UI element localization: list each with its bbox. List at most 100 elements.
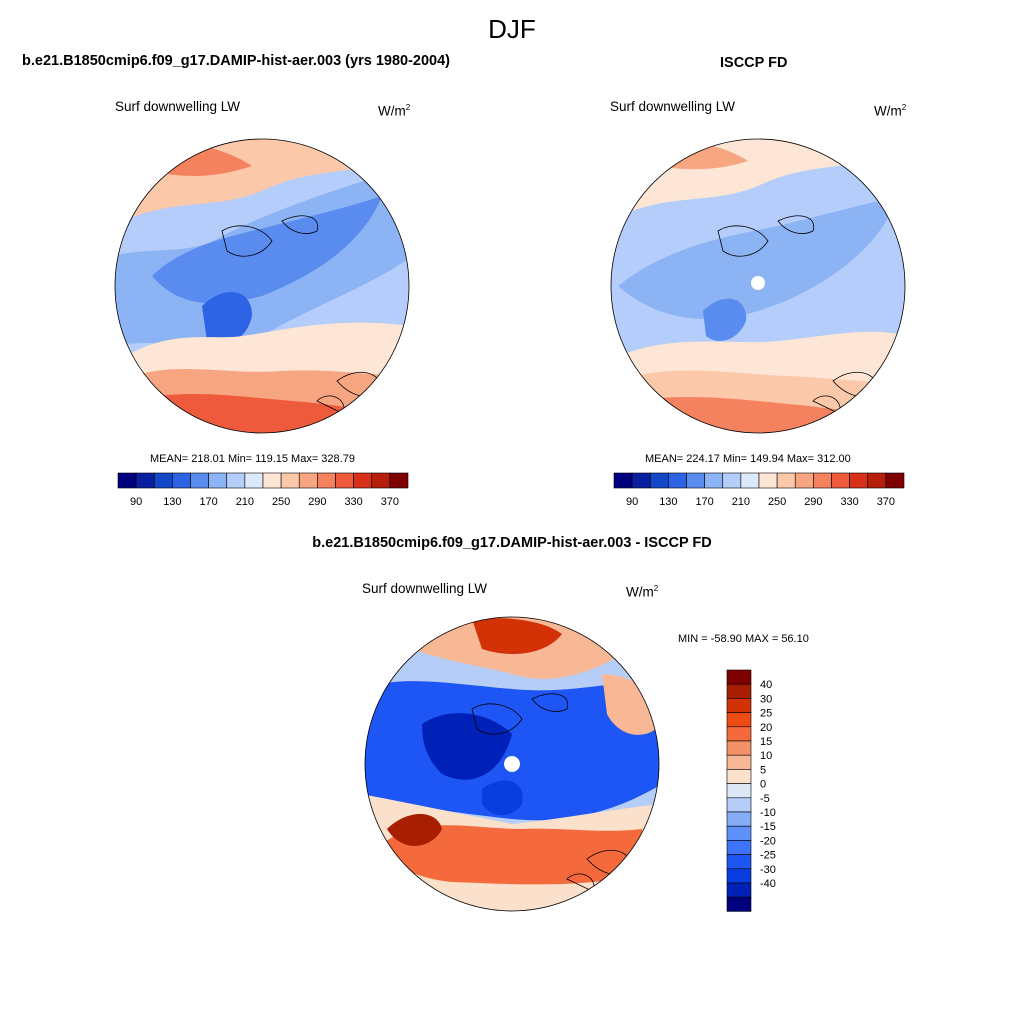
map2-greenland-field bbox=[703, 298, 747, 341]
colorbar-cell bbox=[208, 472, 228, 489]
colorbar-tick-label: 330 bbox=[840, 496, 858, 508]
bottom-panel-title: b.e21.B1850cmip6.f09_g17.DAMIP-hist-aer.… bbox=[312, 535, 712, 551]
colorbar-cell bbox=[726, 868, 752, 884]
colorbar-cell bbox=[726, 811, 752, 827]
colorbar-cell bbox=[885, 472, 905, 489]
colorbar-cell bbox=[726, 754, 752, 770]
panel1-stats: MEAN= 218.01 Min= 119.15 Max= 328.79 bbox=[150, 453, 355, 465]
top-left-panel-title: b.e21.B1850cmip6.f09_g17.DAMIP-hist-aer.… bbox=[22, 53, 450, 69]
map3-atlantic-warm-field bbox=[382, 825, 642, 885]
map-panel1 bbox=[114, 138, 410, 434]
colorbar-cell bbox=[298, 472, 318, 489]
colorbar-cell bbox=[244, 472, 264, 489]
map2-atlantic-hot-field bbox=[611, 397, 905, 433]
colorbar-cell bbox=[335, 472, 354, 489]
colorbar-cell bbox=[726, 854, 752, 870]
colorbar-tick-label: -30 bbox=[760, 864, 776, 876]
panel3-units: W/m2 bbox=[626, 584, 659, 600]
map3-greenland-cold-field bbox=[482, 780, 523, 816]
map1-atlantic-hot-field bbox=[115, 394, 409, 433]
colorbar-panel3: 40 30 25 20 15 10 5 0 -5 -10 -15 -20 -25 -30 -40 bbox=[726, 669, 776, 912]
colorbar-cell bbox=[726, 698, 752, 713]
colorbar-cell bbox=[117, 472, 137, 489]
colorbar-tick-label: 90 bbox=[626, 496, 638, 508]
map3-outline bbox=[364, 616, 660, 912]
colorbar-tick-label: 130 bbox=[163, 496, 181, 508]
map1-arctic-cold-field bbox=[152, 196, 382, 304]
map3-arctic-cold-field bbox=[365, 679, 659, 821]
colorbar-tick-label: 10 bbox=[760, 750, 772, 762]
colorbar-cell bbox=[280, 472, 300, 489]
colorbar-tick-label: 30 bbox=[760, 693, 772, 705]
colorbar-panel3-labels: 40 30 25 20 15 10 5 0 -5 -10 -15 -20 -25 -30 -40 bbox=[760, 679, 776, 890]
figure-title: DJF bbox=[488, 14, 536, 44]
colorbar-tick-label: -40 bbox=[760, 878, 776, 890]
colorbar-panel1-labels: 90 130 170 210 250 290 330 370 bbox=[130, 496, 399, 508]
colorbar-cell bbox=[726, 669, 752, 685]
colorbar-tick-label: 210 bbox=[732, 496, 750, 508]
map-panel3 bbox=[364, 616, 660, 912]
panel3-stats: MIN = -58.90 MAX = 56.10 bbox=[678, 633, 809, 645]
colorbar-cell bbox=[722, 472, 742, 489]
colorbar-tick-label: -10 bbox=[760, 807, 776, 819]
map3-pacific-hot-field bbox=[472, 617, 562, 654]
colorbar-cell bbox=[262, 472, 282, 489]
colorbar-tick-label: 0 bbox=[760, 779, 766, 791]
colorbar-cell bbox=[794, 472, 814, 489]
map2-pole-hole bbox=[751, 276, 765, 290]
panel2-stats: MEAN= 224.17 Min= 149.94 Max= 312.00 bbox=[645, 453, 851, 465]
map3-siberia-warm-field bbox=[602, 674, 659, 735]
colorbar-tick-label: 170 bbox=[199, 496, 217, 508]
colorbar-cell bbox=[631, 472, 651, 489]
colorbar-tick-label: 250 bbox=[272, 496, 290, 508]
map1-coastlines bbox=[221, 215, 383, 415]
colorbar-cell bbox=[649, 472, 669, 489]
colorbar-tick-label: 210 bbox=[236, 496, 254, 508]
map2-coastlines bbox=[717, 215, 879, 415]
colorbar-tick-label: 25 bbox=[760, 708, 772, 720]
panel3-variable-label: Surf downwelling LW bbox=[362, 581, 488, 596]
map3-pole-hole bbox=[504, 756, 520, 772]
colorbar-cell bbox=[726, 683, 752, 699]
colorbar-cell bbox=[740, 472, 760, 489]
colorbar-cell bbox=[726, 896, 752, 912]
colorbar-cell bbox=[726, 769, 752, 784]
map2-outline bbox=[610, 138, 906, 434]
colorbar-cell bbox=[704, 472, 724, 489]
colorbar-cell bbox=[726, 783, 752, 799]
map1-greenland-field bbox=[202, 292, 252, 345]
colorbar-cell bbox=[726, 726, 752, 742]
colorbar-panel1: 90 130 170 210 250 290 330 370 bbox=[117, 472, 409, 508]
panel1-variable-label: Surf downwelling LW bbox=[115, 99, 241, 114]
colorbar-cell bbox=[613, 472, 633, 489]
map1-outline bbox=[114, 138, 410, 434]
colorbar-tick-label: -5 bbox=[760, 793, 770, 805]
colorbar-tick-label: 130 bbox=[659, 496, 677, 508]
map3-labrador-hot-field bbox=[387, 814, 442, 846]
colorbar-tick-label: 290 bbox=[308, 496, 326, 508]
colorbar-cell bbox=[831, 472, 850, 489]
colorbar-tick-label: 170 bbox=[695, 496, 713, 508]
colorbar-cell bbox=[317, 472, 336, 489]
colorbar-cell bbox=[813, 472, 832, 489]
colorbar-cell bbox=[371, 472, 391, 489]
colorbar-panel1-cells bbox=[117, 472, 409, 489]
colorbar-cell bbox=[758, 472, 778, 489]
colorbar-cell bbox=[389, 472, 409, 489]
top-right-panel-title: ISCCP FD bbox=[720, 55, 788, 71]
map2-arctic-field bbox=[618, 196, 898, 319]
colorbar-tick-label: 20 bbox=[760, 722, 772, 734]
colorbar-tick-label: 90 bbox=[130, 496, 142, 508]
colorbar-cell bbox=[226, 472, 246, 489]
map-panel2 bbox=[610, 138, 906, 434]
colorbar-tick-label: 370 bbox=[381, 496, 399, 508]
panel2-variable-label: Surf downwelling LW bbox=[610, 99, 736, 114]
colorbar-tick-label: -20 bbox=[760, 835, 776, 847]
colorbar-cell bbox=[668, 472, 687, 489]
colorbar-cell bbox=[353, 472, 373, 489]
panel2-units: W/m2 bbox=[874, 103, 907, 119]
colorbar-cell bbox=[726, 882, 752, 898]
colorbar-cell bbox=[726, 712, 752, 728]
colorbar-cell bbox=[726, 840, 752, 855]
colorbar-cell bbox=[867, 472, 887, 489]
